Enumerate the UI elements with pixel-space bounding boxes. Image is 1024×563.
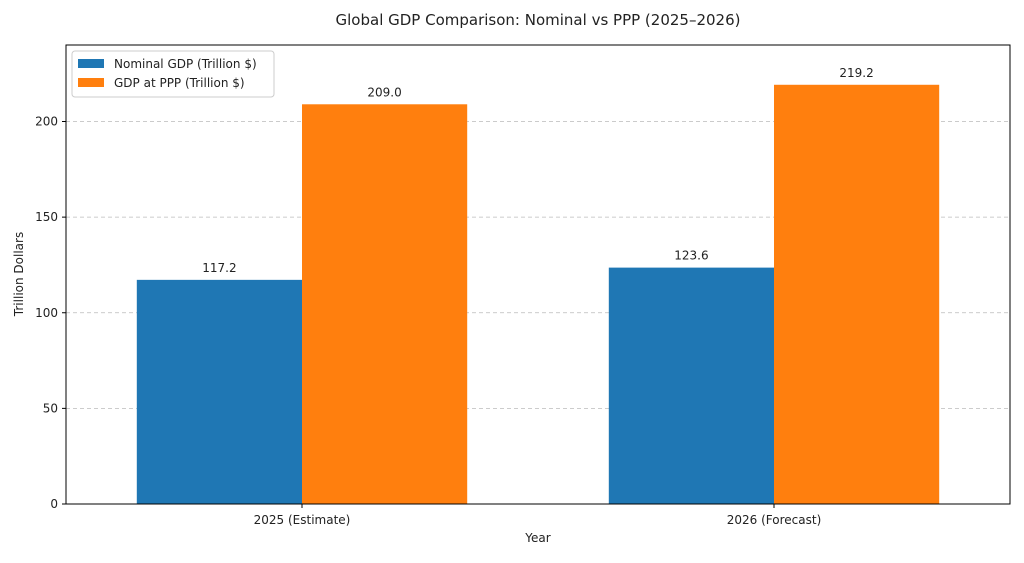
bar-ppp-0	[302, 104, 468, 504]
bar-nominal-1	[608, 267, 774, 504]
legend: Nominal GDP (Trillion $) GDP at PPP (Tri…	[71, 50, 275, 98]
bar-nominal-0	[136, 279, 302, 504]
bar-value-label: 123.6	[674, 249, 708, 263]
bars-layer	[136, 84, 940, 504]
legend-box	[71, 50, 275, 98]
y-tick-label: 150	[35, 210, 58, 224]
bar-value-label: 209.0	[367, 85, 401, 99]
plot-frame	[65, 44, 1011, 505]
y-tick-label: 200	[35, 115, 58, 129]
x-tick-label: 2025 (Estimate)	[254, 513, 351, 527]
y-axis-label: Trillion Dollars	[12, 232, 26, 317]
bar-value-label: 117.2	[202, 261, 236, 275]
x-tick-label: 2026 (Forecast)	[727, 513, 822, 527]
y-tick-label: 50	[43, 401, 58, 415]
y-tick-label: 100	[35, 306, 58, 320]
chart-title: Global GDP Comparison: Nominal vs PPP (2…	[336, 11, 741, 29]
x-axis-label: Year	[524, 531, 550, 545]
legend-swatch-nominal	[78, 59, 104, 68]
legend-swatch-ppp	[78, 78, 104, 87]
value-labels-layer: 117.2 209.0 123.6 219.2	[202, 66, 874, 275]
bar-ppp-1	[774, 84, 940, 504]
legend-label-ppp: GDP at PPP (Trillion $)	[114, 76, 245, 90]
axis-layer: 0 50 100 150 200 2025 (Estimate) 2026 (Forecas…	[35, 115, 821, 528]
bar-value-label: 219.2	[839, 66, 873, 80]
y-tick-label: 0	[50, 497, 58, 511]
legend-label-nominal: Nominal GDP (Trillion $)	[114, 57, 257, 71]
